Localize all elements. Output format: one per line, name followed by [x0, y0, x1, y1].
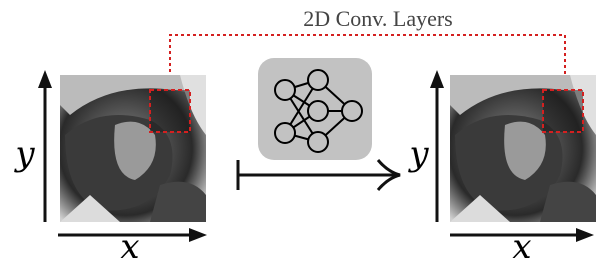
- input-patch: [150, 90, 190, 132]
- x-label: x: [512, 227, 531, 267]
- diagram: 2D Conv. Layers y x y x: [0, 0, 596, 268]
- maps-to-arrow: [238, 160, 400, 190]
- y-label: y: [13, 134, 35, 174]
- output-patch: [543, 90, 583, 132]
- title: 2D Conv. Layers: [303, 6, 453, 31]
- y-label: y: [407, 134, 429, 174]
- x-label: x: [120, 227, 139, 267]
